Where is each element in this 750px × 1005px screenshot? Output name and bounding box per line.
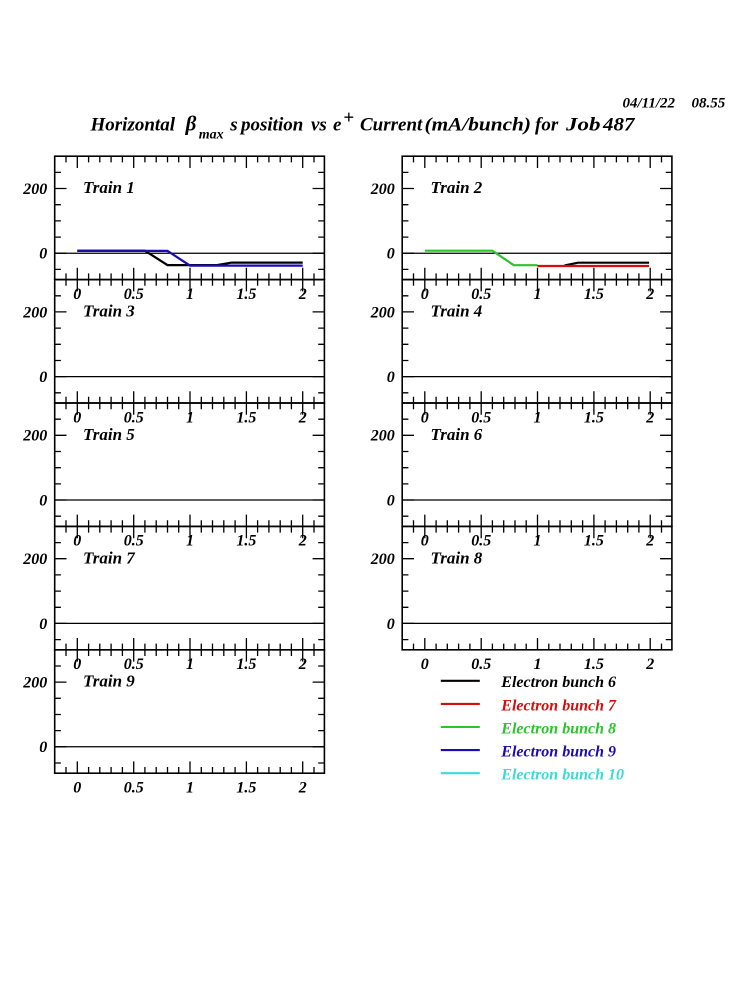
svg-text:0: 0 <box>73 286 81 303</box>
svg-text:0.5: 0.5 <box>471 409 491 426</box>
svg-text:1: 1 <box>534 533 542 550</box>
svg-text:Electron bunch 7: Electron bunch 7 <box>500 697 617 714</box>
svg-text:Train 1: Train 1 <box>83 178 135 197</box>
svg-text:0: 0 <box>73 780 81 797</box>
svg-text:0: 0 <box>73 409 81 426</box>
svg-text:1.5: 1.5 <box>236 409 256 426</box>
svg-text:0.5: 0.5 <box>471 533 491 550</box>
svg-text:200: 200 <box>22 181 47 198</box>
svg-text:Electron bunch 9: Electron bunch 9 <box>500 744 616 761</box>
svg-text:2: 2 <box>298 409 307 426</box>
svg-text:1.5: 1.5 <box>584 656 604 673</box>
svg-text:0.5: 0.5 <box>124 409 144 426</box>
svg-text:1: 1 <box>186 409 194 426</box>
svg-text:200: 200 <box>22 675 47 692</box>
svg-text:Train 9: Train 9 <box>83 672 135 691</box>
svg-text:Train 3: Train 3 <box>83 302 135 321</box>
svg-text:2: 2 <box>645 409 654 426</box>
svg-text:Train 7: Train 7 <box>83 548 136 567</box>
svg-text:0: 0 <box>73 533 81 550</box>
svg-text:0.5: 0.5 <box>124 533 144 550</box>
svg-text:2: 2 <box>645 533 654 550</box>
svg-text:1.5: 1.5 <box>236 656 256 673</box>
svg-text:1.5: 1.5 <box>236 780 256 797</box>
svg-text:0: 0 <box>39 739 47 756</box>
svg-text:Train 2: Train 2 <box>431 178 483 197</box>
svg-text:2: 2 <box>298 533 307 550</box>
svg-text:0: 0 <box>39 246 47 263</box>
svg-text:200: 200 <box>22 551 47 568</box>
svg-text:0: 0 <box>387 369 395 386</box>
svg-text:0.5: 0.5 <box>124 780 144 797</box>
svg-text:Train 5: Train 5 <box>83 425 135 444</box>
svg-text:1.5: 1.5 <box>584 409 604 426</box>
svg-text:1: 1 <box>534 286 542 303</box>
svg-text:1: 1 <box>186 780 194 797</box>
svg-text:1: 1 <box>186 656 194 673</box>
svg-text:0: 0 <box>387 616 395 633</box>
svg-text:1: 1 <box>186 533 194 550</box>
svg-text:0: 0 <box>421 533 429 550</box>
svg-text:0.5: 0.5 <box>471 656 491 673</box>
svg-text:1.5: 1.5 <box>236 286 256 303</box>
svg-text:200: 200 <box>22 428 47 445</box>
svg-text:1.5: 1.5 <box>584 533 604 550</box>
svg-text:0: 0 <box>39 616 47 633</box>
svg-text:Train 8: Train 8 <box>431 548 483 567</box>
svg-text:2: 2 <box>298 780 307 797</box>
svg-text:2: 2 <box>298 656 307 673</box>
svg-text:1: 1 <box>186 286 194 303</box>
svg-text:0: 0 <box>73 656 81 673</box>
svg-text:1.5: 1.5 <box>584 286 604 303</box>
svg-text:0: 0 <box>421 656 429 673</box>
svg-text:0: 0 <box>39 492 47 509</box>
svg-text:0.5: 0.5 <box>471 286 491 303</box>
svg-text:Electron bunch 10: Electron bunch 10 <box>500 767 624 784</box>
svg-text:1: 1 <box>534 656 542 673</box>
svg-text:Train 6: Train 6 <box>431 425 483 444</box>
svg-text:2: 2 <box>645 656 654 673</box>
svg-text:2: 2 <box>645 286 654 303</box>
svg-text:0.5: 0.5 <box>124 656 144 673</box>
svg-text:200: 200 <box>370 181 395 198</box>
svg-text:0: 0 <box>421 409 429 426</box>
svg-text:200: 200 <box>370 428 395 445</box>
svg-text:Electron bunch 8: Electron bunch 8 <box>500 720 616 737</box>
svg-text:200: 200 <box>370 304 395 321</box>
svg-text:0.5: 0.5 <box>124 286 144 303</box>
svg-text:0: 0 <box>387 492 395 509</box>
svg-text:0: 0 <box>387 246 395 263</box>
svg-text:Electron bunch 6: Electron bunch 6 <box>500 674 616 691</box>
svg-text:1: 1 <box>534 409 542 426</box>
svg-text:2: 2 <box>298 286 307 303</box>
svg-text:200: 200 <box>370 551 395 568</box>
svg-text:Train 4: Train 4 <box>431 302 483 321</box>
svg-text:1.5: 1.5 <box>236 533 256 550</box>
svg-text:0: 0 <box>39 369 47 386</box>
svg-text:200: 200 <box>22 304 47 321</box>
svg-text:0: 0 <box>421 286 429 303</box>
